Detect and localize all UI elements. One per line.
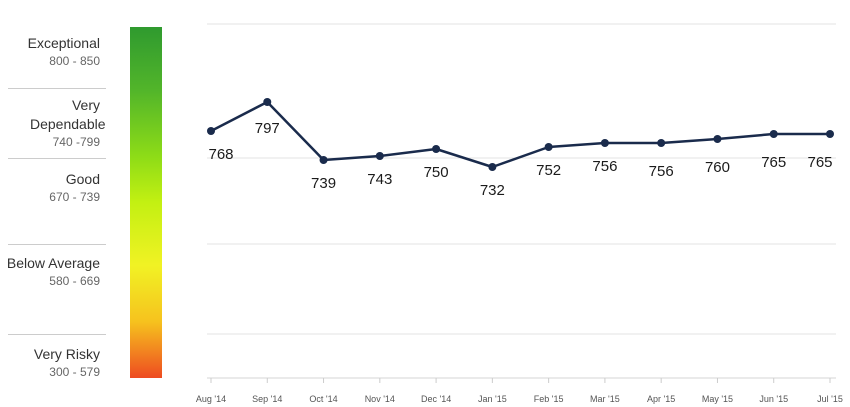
x-tick-label: Mar '15 bbox=[590, 394, 620, 404]
band-below-average: Below Average 580 - 669 bbox=[0, 254, 100, 290]
data-label: 739 bbox=[311, 175, 336, 192]
x-tick-label: Feb '15 bbox=[534, 394, 564, 404]
band-very-risky: Very Risky 300 - 579 bbox=[0, 345, 100, 381]
x-tick-label: Oct '14 bbox=[309, 394, 337, 404]
band-divider bbox=[8, 244, 106, 245]
data-label: 768 bbox=[208, 146, 233, 163]
data-point bbox=[713, 135, 722, 143]
band-range: 670 - 739 bbox=[49, 190, 100, 204]
band-divider bbox=[8, 88, 106, 89]
band-range: 800 - 850 bbox=[49, 54, 100, 68]
band-divider bbox=[8, 158, 106, 159]
band-name: Exceptional bbox=[27, 35, 100, 51]
score-gradient-bar bbox=[130, 27, 162, 378]
data-labels: 768 797 739 743 750 732 752 756 756 760 765 765 bbox=[208, 120, 832, 199]
x-tick-label: May '15 bbox=[702, 394, 733, 404]
band-name: Very Risky bbox=[33, 346, 100, 362]
data-label: 756 bbox=[649, 163, 674, 180]
x-tick-label: Dec '14 bbox=[421, 394, 451, 404]
data-point bbox=[207, 127, 215, 135]
band-name: Very Dependable bbox=[30, 97, 106, 132]
data-point bbox=[826, 130, 834, 138]
score-series bbox=[207, 98, 834, 171]
data-label: 750 bbox=[424, 164, 449, 181]
x-axis: Aug '14 Sep '14 Oct '14 Nov '14 Dec '14 Jan '… bbox=[196, 378, 843, 404]
x-tick-label: Nov '14 bbox=[365, 394, 395, 404]
band-good: Good 670 - 739 bbox=[0, 170, 100, 206]
data-label: 756 bbox=[592, 158, 617, 175]
data-label: 797 bbox=[255, 120, 280, 137]
x-tick-label: Sep '14 bbox=[252, 394, 282, 404]
x-tick-label: Jan '15 bbox=[478, 394, 507, 404]
data-label: 743 bbox=[367, 171, 392, 188]
chart-grid bbox=[207, 23, 836, 379]
data-label: 760 bbox=[705, 159, 730, 176]
score-line bbox=[210, 100, 830, 169]
band-range: 580 - 669 bbox=[49, 274, 100, 288]
x-tick-label: Jul '15 bbox=[817, 394, 843, 404]
data-point bbox=[319, 156, 328, 164]
band-divider bbox=[8, 334, 106, 335]
x-tick-label: Jun '15 bbox=[759, 394, 788, 404]
band-name: Good bbox=[65, 171, 100, 187]
data-label: 765 bbox=[807, 154, 832, 171]
data-point bbox=[600, 139, 609, 147]
data-label: 732 bbox=[480, 182, 505, 199]
data-point bbox=[544, 143, 553, 151]
data-point bbox=[375, 152, 384, 160]
data-label: 752 bbox=[536, 162, 561, 179]
data-point bbox=[488, 163, 497, 171]
x-tick-label: Apr '15 bbox=[647, 394, 675, 404]
band-name: Below Average bbox=[6, 255, 100, 271]
data-point bbox=[657, 139, 666, 147]
data-point bbox=[263, 98, 272, 106]
band-exceptional: Exceptional 800 - 850 bbox=[0, 34, 100, 70]
band-very-dependable: Very Dependable 740 -799 bbox=[0, 96, 106, 151]
band-range: 740 -799 bbox=[52, 135, 100, 149]
x-tick-label: Aug '14 bbox=[196, 394, 226, 404]
data-point bbox=[769, 130, 778, 138]
data-point bbox=[432, 145, 441, 153]
band-range: 300 - 579 bbox=[49, 365, 100, 379]
data-label: 765 bbox=[761, 154, 786, 171]
